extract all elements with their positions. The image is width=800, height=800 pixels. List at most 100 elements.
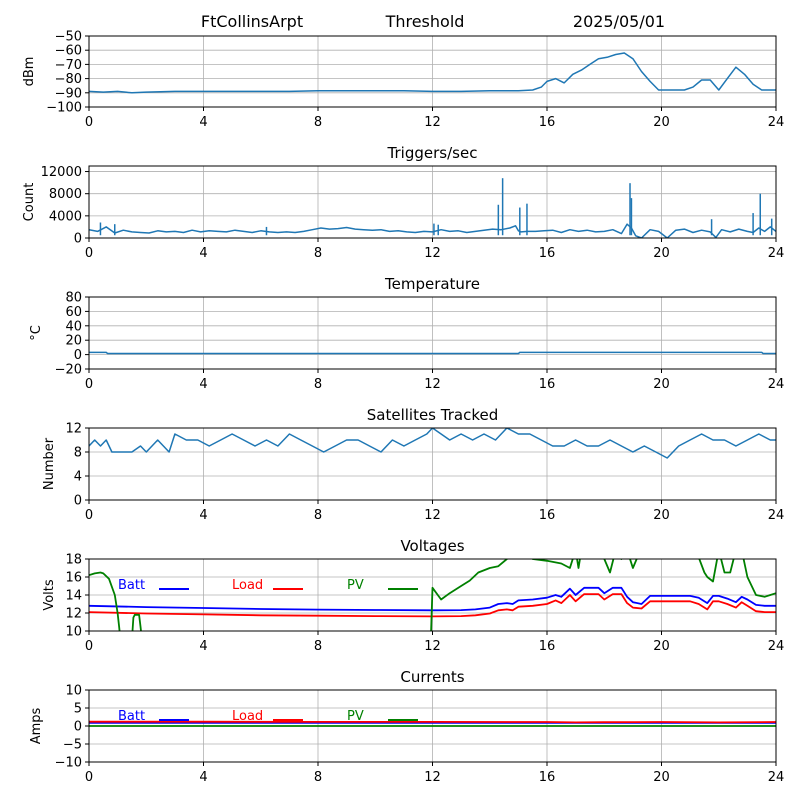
y-tick-label: 80 [65, 291, 82, 306]
series-line-pv [89, 559, 776, 631]
x-tick-label: 4 [199, 508, 207, 523]
y-tick-label: 18 [65, 553, 82, 568]
y-tick-label: 8000 [49, 187, 82, 202]
series-group [89, 559, 776, 631]
y-tick-label: 12 [65, 422, 82, 437]
legend-label-batt: Batt [118, 709, 145, 724]
series-line-load [89, 593, 776, 618]
x-tick-label: 24 [768, 115, 785, 130]
x-tick-label: 8 [314, 508, 322, 523]
x-tick-label: 12 [424, 377, 441, 392]
x-tick-label: 24 [768, 639, 785, 654]
x-tick-label: 4 [199, 246, 207, 261]
x-tick-label: 16 [539, 770, 556, 785]
y-tick-label: 0 [74, 232, 82, 247]
legend-label-pv: PV [347, 709, 364, 724]
legend-label-batt: Batt [118, 578, 145, 593]
x-tick-label: 8 [314, 639, 322, 654]
y-axis-label: Amps [29, 707, 44, 744]
y-tick-label: 16 [65, 571, 82, 586]
y-tick-label: −80 [55, 72, 82, 87]
y-tick-label: 0 [74, 720, 82, 735]
mode-label: Threshold [385, 12, 465, 31]
y-tick-label: −50 [55, 30, 82, 45]
x-tick-label: 4 [199, 639, 207, 654]
series-line [89, 428, 776, 459]
y-tick-label: 4000 [49, 209, 82, 224]
y-tick-label: −100 [46, 101, 82, 116]
series-group [89, 178, 776, 238]
series-line [89, 52, 776, 94]
panel-voltages: 0 4 8 12 16 20 24 10 12 14 16 18 Voltages Volts Batt Lo… [42, 537, 784, 654]
series-group [89, 428, 776, 459]
y-tick-label: 5 [74, 702, 82, 717]
x-tick-label: 16 [539, 246, 556, 261]
y-tick-label: −60 [55, 44, 82, 59]
x-tick-label: 20 [653, 770, 670, 785]
x-tick-label: 4 [199, 115, 207, 130]
x-tick-label: 20 [653, 246, 670, 261]
y-tick-label: −70 [55, 58, 82, 73]
y-tick-label: 60 [65, 305, 82, 320]
chart-title: Temperature [384, 275, 480, 293]
x-tick-label: 8 [314, 115, 322, 130]
y-tick-label: 10 [65, 684, 82, 699]
x-tick-label: 20 [653, 639, 670, 654]
x-tick-label: 0 [85, 639, 93, 654]
x-tick-label: 16 [539, 639, 556, 654]
y-tick-label: −10 [55, 756, 82, 771]
x-tick-label: 8 [314, 246, 322, 261]
x-tick-label: 16 [539, 377, 556, 392]
series-line-load [89, 720, 776, 724]
y-tick-label: −20 [55, 363, 82, 378]
x-tick-label: 24 [768, 770, 785, 785]
panel-satellites: 0 4 8 12 16 20 24 0 4 8 12 Satellites Tracked Number [42, 406, 784, 523]
y-tick-label: −90 [55, 86, 82, 101]
y-tick-label: 10 [65, 625, 82, 640]
panel-currents: 0 4 8 12 16 20 24 −10 −5 0 5 10 Currents Amps Batt Load… [29, 668, 784, 785]
y-axis-label: Number [42, 437, 57, 490]
y-tick-label: 40 [65, 319, 82, 334]
y-tick-label: 4 [74, 470, 82, 485]
series-line-batt [89, 586, 776, 612]
y-tick-label: 20 [65, 334, 82, 349]
x-tick-label: 0 [85, 246, 93, 261]
series-line [89, 351, 776, 355]
series-group [89, 351, 776, 355]
chart-title: Triggers/sec [387, 144, 478, 162]
y-tick-label: −5 [63, 738, 82, 753]
x-tick-label: 16 [539, 508, 556, 523]
legend-label-pv: PV [347, 578, 364, 593]
legend-label-load: Load [232, 578, 263, 593]
x-tick-label: 20 [653, 115, 670, 130]
y-axis-label: dBm [22, 57, 37, 87]
x-tick-label: 0 [85, 770, 93, 785]
y-tick-label: 0 [74, 348, 82, 363]
y-axis-label: Volts [42, 579, 57, 611]
x-tick-label: 24 [768, 246, 785, 261]
y-tick-label: 8 [74, 446, 82, 461]
chart-title: Voltages [400, 537, 464, 555]
panel-triggers: 0 4 8 12 16 20 24 0 4000 8000 12000 Triggers/sec Cou… [22, 144, 784, 261]
y-axis-label: Count [22, 183, 37, 222]
x-tick-label: 8 [314, 770, 322, 785]
y-tick-label: 0 [74, 494, 82, 509]
x-tick-label: 0 [85, 115, 93, 130]
series-group [89, 720, 776, 727]
x-tick-label: 12 [424, 508, 441, 523]
x-tick-label: 4 [199, 377, 207, 392]
x-tick-label: 20 [653, 377, 670, 392]
x-tick-label: 8 [314, 377, 322, 392]
chart-title: Currents [400, 668, 464, 686]
x-tick-label: 24 [768, 377, 785, 392]
legend-label-load: Load [232, 709, 263, 724]
date-label: 2025/05/01 [573, 12, 665, 31]
y-tick-label: 14 [65, 589, 82, 604]
y-axis-label: °C [29, 325, 44, 341]
x-tick-label: 20 [653, 508, 670, 523]
chart-title: Satellites Tracked [367, 406, 498, 424]
